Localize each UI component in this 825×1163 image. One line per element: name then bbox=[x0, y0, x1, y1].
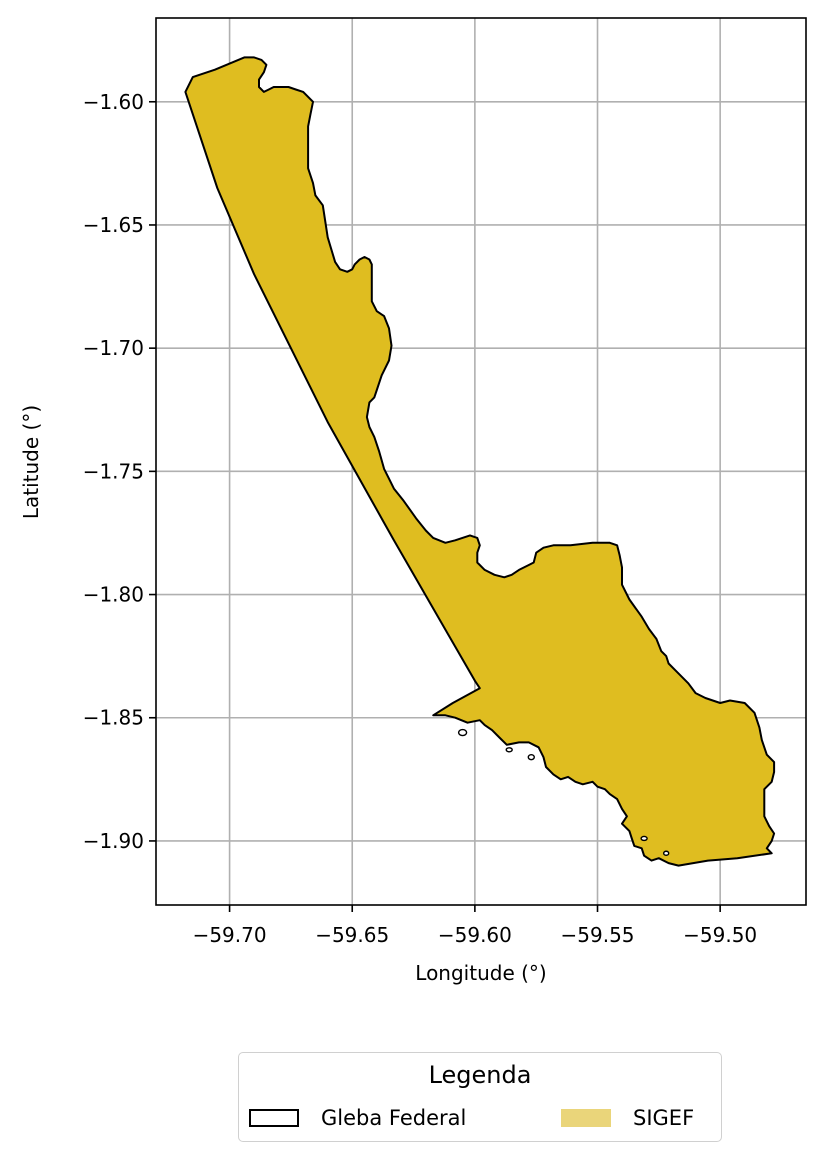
y-tick-label: −1.75 bbox=[83, 459, 144, 483]
y-axis-ticks: −1.60 −1.65 −1.70 −1.75 −1.80 −1.85 −1.90 bbox=[83, 90, 156, 853]
y-tick-label: −1.60 bbox=[83, 90, 144, 114]
coastline-island bbox=[527, 753, 535, 761]
x-tick-label: −59.65 bbox=[315, 923, 389, 947]
sigef-polygon bbox=[184, 56, 776, 867]
y-tick-label: −1.65 bbox=[83, 213, 144, 237]
x-tick-label: −59.55 bbox=[561, 923, 635, 947]
x-tick-label: −59.70 bbox=[193, 923, 267, 947]
legend-title: Legenda bbox=[428, 1061, 532, 1089]
y-tick-label: −1.90 bbox=[83, 829, 144, 853]
y-tick-label: −1.80 bbox=[83, 583, 144, 607]
coastline-island bbox=[505, 747, 513, 753]
x-axis-label: Longitude (°) bbox=[415, 961, 546, 985]
coastline-island bbox=[662, 850, 670, 856]
legend-item-sigef: SIGEF bbox=[561, 1105, 694, 1131]
legend-item-gleba-federal: Gleba Federal bbox=[249, 1105, 466, 1131]
coastline-island bbox=[457, 728, 468, 737]
legend: Legenda Gleba Federal SIGEF bbox=[238, 1052, 722, 1142]
plot-frame bbox=[155, 17, 807, 906]
gleba-coastline-detail bbox=[457, 728, 670, 856]
x-axis-ticks: −59.70 −59.65 −59.60 −59.55 −59.50 bbox=[193, 905, 757, 947]
legend-swatch-fill bbox=[561, 1109, 611, 1127]
coastline-island bbox=[640, 835, 648, 842]
legend-swatch-outline bbox=[249, 1109, 299, 1127]
x-tick-label: −59.60 bbox=[438, 923, 512, 947]
legend-label-sigef: SIGEF bbox=[633, 1106, 695, 1130]
y-tick-label: −1.70 bbox=[83, 336, 144, 360]
y-tick-label: −1.85 bbox=[83, 706, 144, 730]
y-axis-label: Latitude (°) bbox=[19, 405, 43, 519]
map-figure: −59.70 −59.65 −59.60 −59.55 −59.50 −1.60−1.6… bbox=[19, 17, 807, 985]
x-tick-label: −59.50 bbox=[683, 923, 757, 947]
legend-label-gleba-federal: Gleba Federal bbox=[321, 1106, 467, 1130]
